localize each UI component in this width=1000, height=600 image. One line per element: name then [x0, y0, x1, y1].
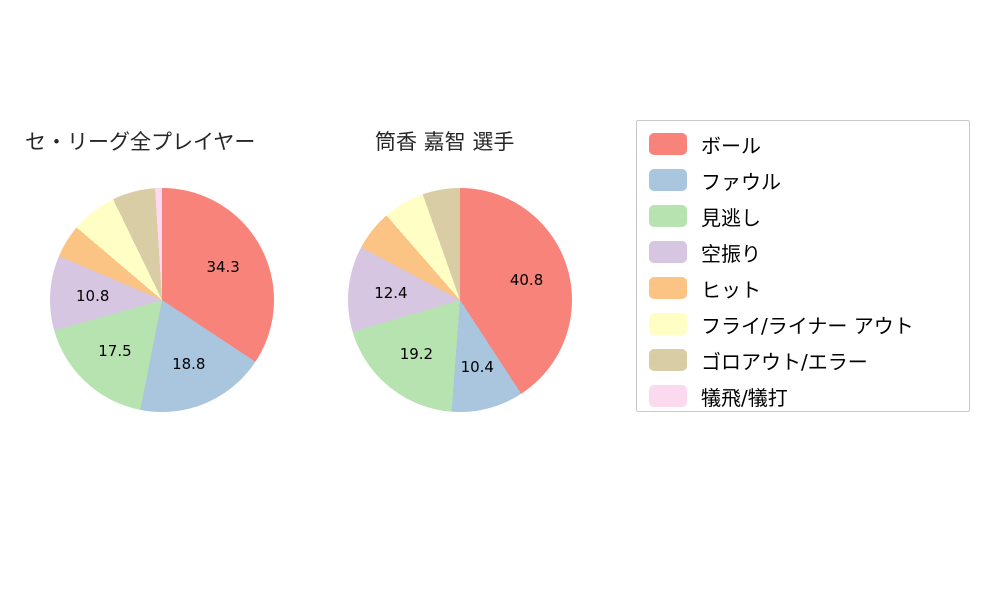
legend-swatch [649, 385, 687, 407]
slice-label: 34.3 [206, 258, 240, 277]
legend-swatch [649, 133, 687, 155]
legend-item: ファウル [637, 162, 969, 198]
pie-chart-player: 40.8 10.4 19.2 12.4 [348, 188, 572, 412]
legend: ボールファウル見逃し空振りヒットフライ/ライナー アウト ゴロアウト/エラー 犠飛/… [636, 120, 970, 412]
legend-label: ボール [701, 133, 761, 158]
legend-label: 見逃し [701, 205, 761, 230]
legend-swatch [649, 277, 687, 299]
slice-label: 12.4 [374, 284, 408, 303]
slice-label: 19.2 [399, 345, 434, 364]
legend-swatch [649, 313, 687, 335]
legend-swatch [649, 349, 687, 371]
legend-item: ゴロアウト/エラー [637, 342, 969, 378]
legend-item: ボール [637, 126, 969, 162]
pie-chart-league: 34.3 18.8 17.5 10.8 [50, 188, 274, 412]
legend-label: フライ/ライナー アウト [701, 313, 914, 338]
legend-label: ゴロアウト/エラー [701, 349, 868, 374]
slice-label: 18.8 [172, 355, 206, 374]
legend-item: 見逃し [637, 198, 969, 234]
legend-label: 空振り [701, 241, 761, 266]
legend-item: フライ/ライナー アウト [637, 306, 969, 342]
slice-label: 40.8 [509, 271, 544, 290]
pie-title-player: 筒香 嘉智 選手 [375, 130, 515, 154]
legend-item: 犠飛/犠打 [637, 378, 969, 414]
legend-swatch [649, 241, 687, 263]
legend-label: ヒット [701, 277, 761, 302]
legend-label: ファウル [701, 169, 781, 194]
pie-title-league: セ・リーグ全プレイヤー [25, 130, 256, 154]
slice-label: 10.4 [460, 358, 494, 377]
legend-item: ヒット [637, 270, 969, 306]
legend-item: 空振り [637, 234, 969, 270]
slice-label: 10.8 [75, 286, 110, 305]
slice-label: 17.5 [98, 342, 132, 361]
legend-swatch [649, 169, 687, 191]
legend-swatch [649, 205, 687, 227]
legend-label: 犠飛/犠打 [701, 385, 788, 410]
